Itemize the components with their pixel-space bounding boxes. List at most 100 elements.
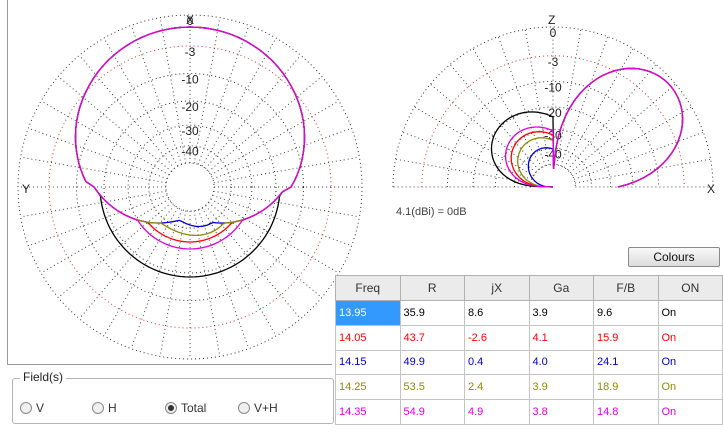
cell-on[interactable]: On [657, 399, 723, 425]
grid-spoke [556, 29, 582, 166]
grid-spoke [395, 158, 532, 184]
elevation-z-axis-label: Z [548, 13, 556, 27]
cell-r[interactable]: 35.9 [399, 300, 465, 326]
table-row[interactable]: 13.95 35.9 8.6 3.9 9.6 On [335, 300, 723, 326]
radio-v-dot[interactable] [20, 402, 32, 414]
header-freq[interactable]: Freq [335, 275, 401, 301]
header-fb[interactable]: F/B [593, 275, 659, 301]
cell-freq[interactable]: 14.15 [335, 349, 401, 376]
grid-spoke [212, 194, 352, 247]
table-row[interactable]: 14.05 43.7 -2.6 4.1 15.9 On [335, 324, 723, 351]
grid-spoke [497, 36, 546, 167]
grid-spoke [524, 29, 550, 166]
cell-ga[interactable]: 4.0 [528, 349, 594, 376]
header-ga[interactable]: Ga [528, 275, 594, 301]
grid-spoke [20, 190, 167, 218]
grid-spoke [130, 25, 183, 165]
grid-spoke [402, 131, 533, 180]
cell-ga[interactable]: 3.9 [528, 300, 594, 326]
grid-spoke [572, 106, 692, 177]
cell-jx[interactable]: 4.9 [464, 399, 530, 425]
grid-spoke [57, 76, 172, 172]
grid-spoke [573, 131, 704, 180]
grid-spoke [201, 37, 277, 167]
plot_right-ring-label: -10 [544, 80, 562, 94]
radio-h[interactable]: H [92, 401, 117, 415]
grid-spoke [213, 156, 360, 184]
grid-spoke [414, 106, 534, 177]
cell-jx[interactable]: 0.4 [464, 349, 530, 376]
grid-spoke [79, 205, 175, 320]
grid-spoke [574, 158, 711, 184]
cell-fb[interactable]: 14.8 [593, 399, 659, 425]
left-frame-border [7, 0, 8, 364]
grid-ring [165, 162, 215, 212]
plot_left-ring-label: -30 [181, 124, 199, 138]
grid-spoke [103, 37, 179, 167]
frequency-table: Freq R jX Ga F/B ON 13.95 35.9 8.6 3.9 9.6 On… [335, 275, 723, 425]
grid-spoke [193, 17, 221, 164]
cell-fb[interactable]: 24.1 [593, 349, 659, 376]
table-row[interactable]: 14.25 53.5 2.4 3.9 18.9 On [335, 374, 723, 401]
grid-spoke [449, 64, 539, 171]
grid-ring [127, 124, 253, 250]
gain-reference-text: 4.1(dBi) = 0dB [396, 206, 467, 218]
header-r[interactable]: R [399, 275, 465, 301]
cell-fb[interactable]: 15.9 [593, 324, 659, 351]
cell-r[interactable]: 49.9 [399, 349, 465, 376]
radio-v-plus-h[interactable]: V+H [238, 401, 278, 415]
header-jx[interactable]: jX [464, 275, 530, 301]
cell-jx[interactable]: -2.6 [464, 324, 530, 351]
cell-on[interactable]: On [657, 300, 723, 326]
azimuth-plot: 0 -3 -10 -20 -30 -40 [17, 14, 363, 360]
cell-on[interactable]: On [657, 374, 723, 401]
cell-fb[interactable]: 9.6 [593, 300, 659, 326]
cell-on[interactable]: On [657, 324, 723, 351]
radio-total-dot[interactable] [165, 402, 177, 414]
grid-ring [148, 145, 232, 229]
grid-ring [103, 100, 277, 274]
elevation-trace-4 [504, 67, 684, 188]
cell-on[interactable]: On [657, 349, 723, 376]
cell-freq[interactable]: 13.95 [335, 300, 401, 326]
radio-total[interactable]: Total [165, 401, 206, 415]
table-row[interactable]: 14.35 54.9 4.9 3.8 14.8 On [335, 399, 723, 425]
grid-ring [472, 106, 634, 188]
radio-h-dot[interactable] [92, 402, 104, 414]
grid-spoke [205, 54, 301, 169]
grid-spoke [430, 83, 537, 173]
cell-r[interactable]: 53.5 [399, 374, 465, 401]
elevation-x-axis-label: X [707, 182, 716, 196]
grid-spoke [197, 25, 250, 165]
grid-ring [392, 26, 714, 188]
cell-freq[interactable]: 14.05 [335, 324, 401, 351]
grid-spoke [201, 207, 277, 337]
grid-spoke [57, 202, 172, 298]
cell-r[interactable]: 43.7 [399, 324, 465, 351]
cell-ga[interactable]: 3.9 [528, 374, 594, 401]
azimuth-y-axis-label: Y [22, 182, 31, 196]
table-row[interactable]: 14.15 49.9 0.4 4.0 24.1 On [335, 349, 723, 376]
grid-ring [530, 164, 576, 188]
cell-ga[interactable]: 4.1 [528, 324, 594, 351]
radio-v-plus-h-dot[interactable] [238, 402, 250, 414]
cell-freq[interactable]: 14.25 [335, 374, 401, 401]
cell-jx[interactable]: 8.6 [464, 300, 530, 326]
cell-jx[interactable]: 2.4 [464, 374, 530, 401]
radio-v[interactable]: V [20, 401, 44, 415]
azimuth-x-axis-label: X [186, 13, 195, 27]
colours-button[interactable]: Colours [628, 247, 720, 267]
grid-spoke [213, 190, 360, 218]
cell-fb[interactable]: 18.9 [593, 374, 659, 401]
cell-r[interactable]: 54.9 [399, 399, 465, 425]
radio-v-label: V [36, 401, 45, 415]
grid-ring [17, 14, 363, 360]
cell-freq[interactable]: 14.35 [335, 399, 401, 425]
plot_right-ring-label: -20 [544, 106, 562, 120]
cell-ga[interactable]: 3.8 [528, 399, 594, 425]
plot_right-ring-label: 0 [550, 26, 557, 40]
header-on[interactable]: ON [657, 275, 723, 301]
grid-spoke [159, 17, 187, 164]
fields-group-label: Field(s) [20, 370, 67, 384]
